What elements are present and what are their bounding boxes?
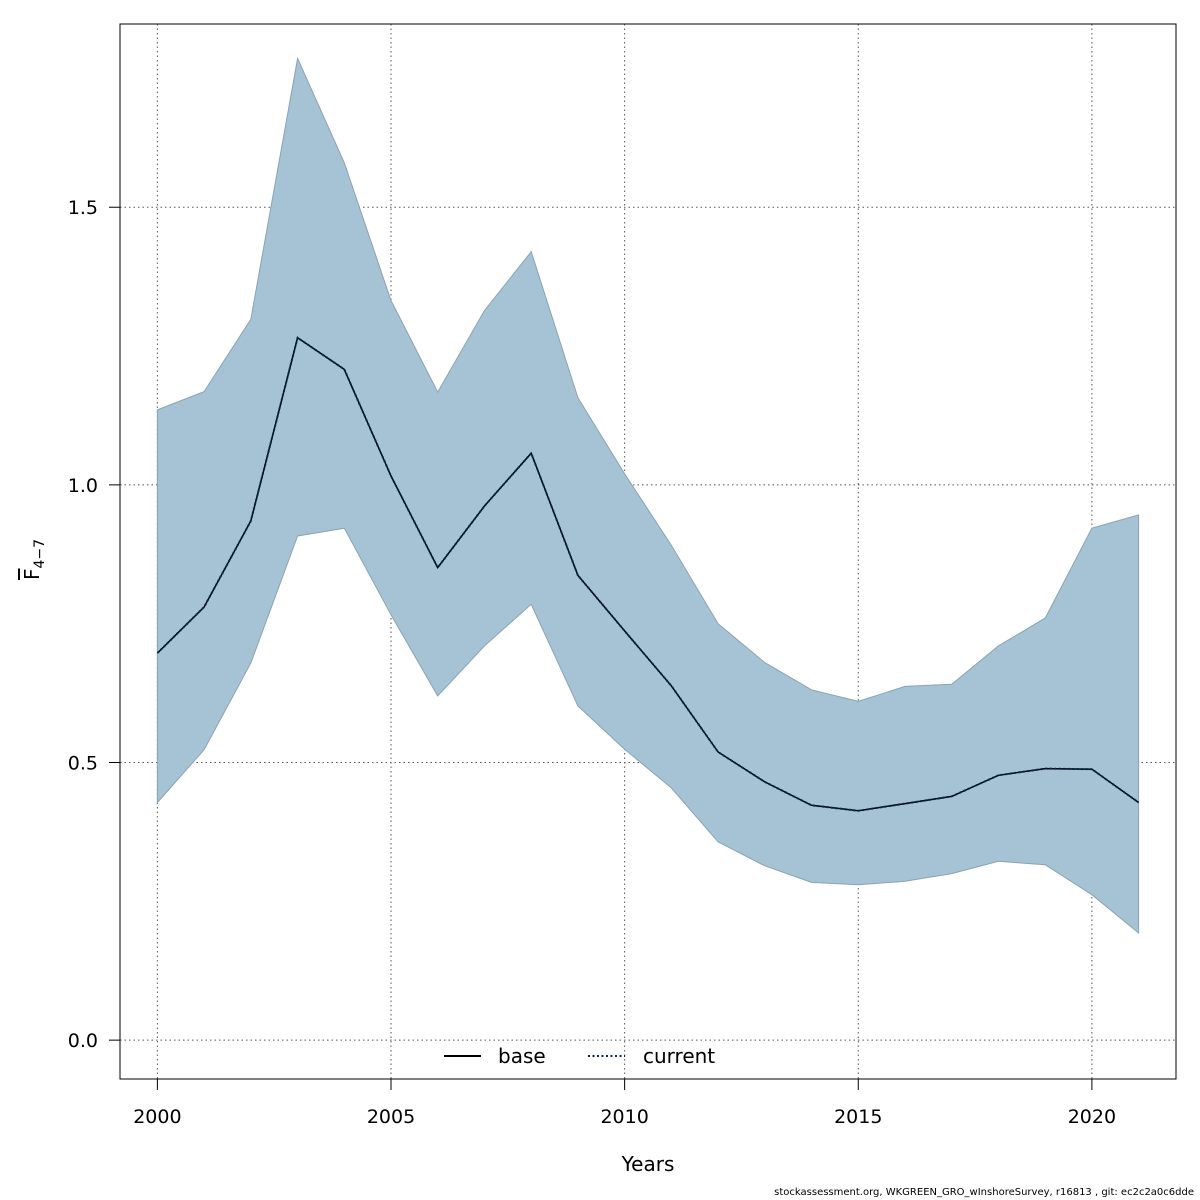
x-axis: 2000 2005 2010 2015 2020	[133, 1078, 1116, 1128]
x-axis-title: Years	[621, 1152, 675, 1176]
confidence-band	[156, 56, 1140, 935]
y-tick-label-0.5: 0.5	[68, 753, 98, 775]
footer-note: stockassessment.org, WKGREEN_GRO_wInshor…	[774, 1187, 1194, 1198]
series-line-base	[156, 336, 1140, 812]
y-tick-label-1.5: 1.5	[68, 197, 98, 219]
legend-label-current: current	[643, 1044, 715, 1068]
x-tick-label-2015: 2015	[834, 1106, 882, 1128]
x-tick-label-2005: 2005	[367, 1106, 415, 1128]
y-axis-title-main: F	[20, 568, 44, 580]
x-tick-label-2000: 2000	[133, 1106, 181, 1128]
x-tick-label-2010: 2010	[600, 1106, 648, 1128]
y-axis: 0.0 0.5 1.0 1.5	[68, 197, 121, 1052]
y-tick-label-1.0: 1.0	[68, 475, 98, 497]
y-axis-title-subscript: 4−7	[32, 538, 48, 569]
legend-label-base: base	[498, 1044, 546, 1068]
legend: base current	[444, 1044, 715, 1068]
y-axis-title: F4−7	[20, 532, 48, 580]
series-lines	[156, 336, 1140, 812]
y-tick-label-0.0: 0.0	[68, 1030, 98, 1052]
x-tick-label-2020: 2020	[1068, 1106, 1116, 1128]
